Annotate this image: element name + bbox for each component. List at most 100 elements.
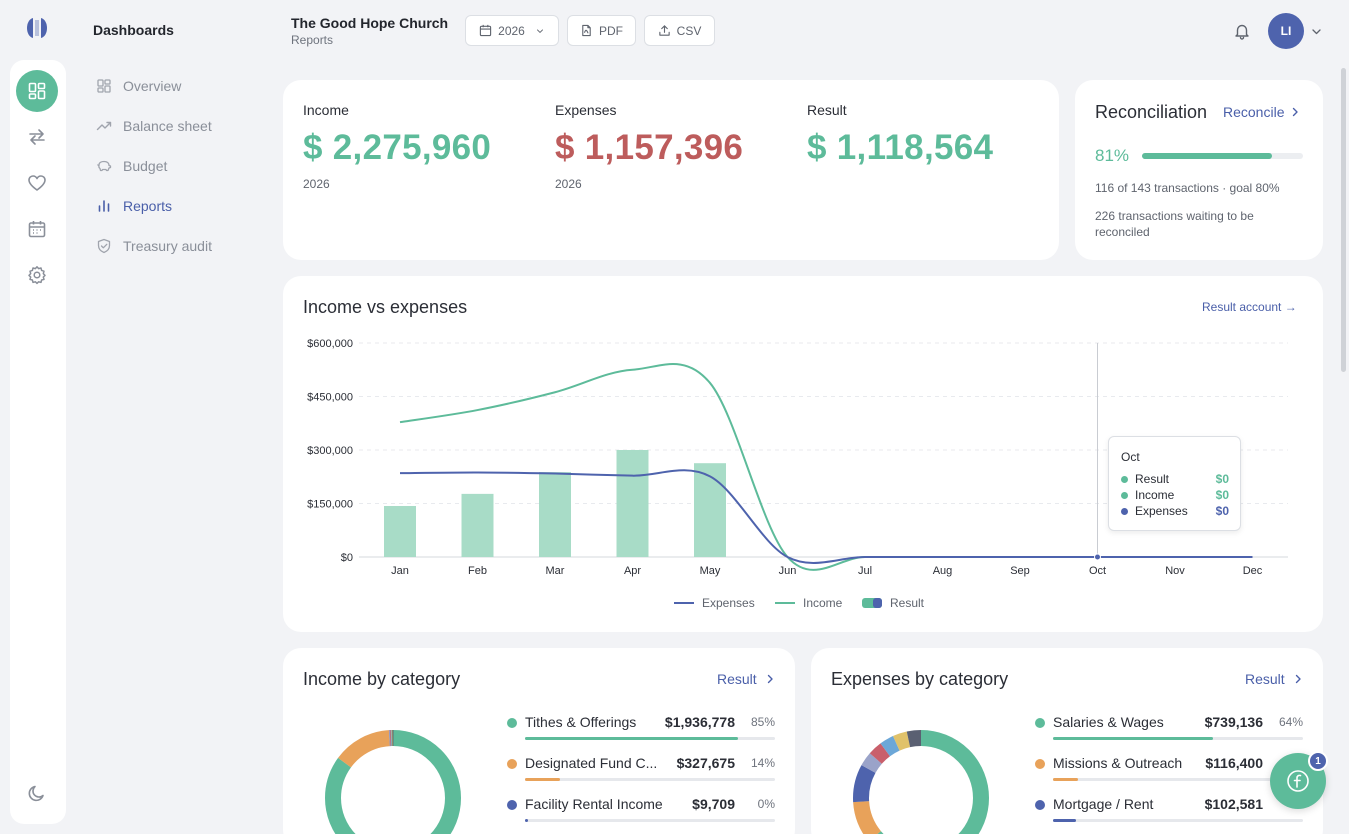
- category-row[interactable]: Facility Rental Income $9,709 0%: [507, 792, 775, 832]
- legend-label: Expenses: [702, 596, 755, 610]
- category-name: Mortgage / Rent: [1053, 796, 1154, 812]
- pdf-export-button[interactable]: PDF: [567, 15, 636, 46]
- reconciliation-percent: 81%: [1095, 146, 1130, 165]
- category-percent: 85%: [750, 715, 775, 729]
- category-color-dot: [507, 718, 517, 728]
- category-row[interactable]: Mortgage / Rent $102,581: [1035, 792, 1303, 832]
- legend-expenses[interactable]: Expenses: [674, 596, 755, 610]
- category-percent: 0%: [757, 797, 775, 811]
- reconciliation-detail: 116 of 143 transactions · goal 80%: [1095, 181, 1280, 195]
- category-name: Missions & Outreach: [1053, 755, 1183, 771]
- category-progress-fill: [525, 819, 528, 822]
- reconciliation-title: Reconciliation: [1095, 102, 1208, 122]
- organization-name: The Good Hope Church: [291, 15, 449, 31]
- sidebar-item-overview[interactable]: Overview: [96, 74, 181, 98]
- rail-calendar-button[interactable]: [16, 208, 58, 250]
- rail-settings-button[interactable]: [16, 254, 58, 296]
- result-bar[interactable]: [694, 463, 726, 557]
- tooltip-dot: [1121, 491, 1128, 499]
- line-swatch-icon: [775, 602, 795, 604]
- user-avatar[interactable]: LI: [1268, 13, 1304, 49]
- sidebar-item-label: Balance sheet: [123, 118, 212, 134]
- category-progress: [1053, 737, 1303, 740]
- dark-mode-toggle[interactable]: [16, 772, 58, 814]
- donut-segment[interactable]: [325, 730, 461, 834]
- app-logo-icon[interactable]: [22, 16, 52, 40]
- tooltip-row-value: $0: [1215, 504, 1229, 518]
- page-scrollbar[interactable]: [1341, 68, 1346, 372]
- result-bar[interactable]: [539, 472, 571, 557]
- expenses-category-title: Expenses by category: [831, 669, 1009, 689]
- category-amount: $9,709: [692, 796, 735, 812]
- legend-result[interactable]: Result: [862, 596, 924, 610]
- x-tick-label: May: [700, 565, 721, 577]
- legend-income[interactable]: Income: [775, 596, 842, 610]
- chevron-right-icon: [767, 674, 773, 684]
- result-bar[interactable]: [461, 493, 494, 557]
- result-account-link[interactable]: Result account →: [1202, 300, 1297, 314]
- tooltip-row-value: $0: [1215, 488, 1229, 502]
- shield-icon: [97, 238, 111, 254]
- y-tick-label: $150,000: [307, 499, 353, 511]
- category-name: Designated Fund C...: [525, 755, 658, 771]
- chevron-down-icon[interactable]: [1311, 26, 1322, 37]
- chevron-right-icon: [1293, 107, 1299, 117]
- tooltip-row-result: Result $0: [1121, 472, 1229, 486]
- x-tick-label: Sep: [1010, 565, 1030, 577]
- category-color-dot: [1035, 800, 1045, 810]
- sidebar-item-budget[interactable]: Budget: [96, 154, 167, 178]
- category-percent: 14%: [750, 756, 775, 770]
- result-bar[interactable]: [384, 505, 416, 557]
- income-expenses-chart: $0 $150,000 $300,000 $450,000 $600,000 Jan Feb…: [307, 338, 1288, 577]
- income-donut-chart: [325, 730, 461, 834]
- category-name: Tithes & Offerings: [525, 714, 637, 730]
- rail-dashboards-button[interactable]: [16, 70, 58, 112]
- category-row[interactable]: Missions & Outreach$116,4001: [1035, 751, 1303, 791]
- year-select[interactable]: 2026: [465, 15, 559, 46]
- y-tick-label: $450,000: [307, 392, 353, 404]
- dashboard-icon: [97, 79, 111, 93]
- sidebar-title: Dashboards: [93, 22, 174, 38]
- category-amount: $327,675: [676, 755, 735, 771]
- sidebar-item-treasury-audit[interactable]: Treasury audit: [96, 234, 212, 258]
- tooltip-row-label: Income: [1135, 488, 1175, 502]
- rail-giving-button[interactable]: [16, 162, 58, 204]
- expenses-donut-chart: [853, 730, 989, 834]
- sidebar-item-label: Overview: [123, 78, 182, 94]
- category-name: Salaries & Wages: [1053, 714, 1164, 730]
- category-progress: [1053, 778, 1303, 781]
- y-tick-label: $300,000: [307, 445, 353, 457]
- income-category-result-link[interactable]: Result: [717, 671, 775, 687]
- donut-segment[interactable]: [853, 730, 989, 834]
- x-tick-label: Nov: [1165, 565, 1185, 577]
- category-progress-fill: [1053, 819, 1076, 822]
- sidebar-item-reports[interactable]: Reports: [96, 194, 172, 218]
- category-row[interactable]: Salaries & Wages $739,136 64%: [1035, 710, 1303, 750]
- sidebar-item-label: Treasury audit: [123, 238, 212, 254]
- pdf-file-icon: [582, 24, 591, 37]
- income-year: 2026: [303, 177, 330, 191]
- notifications-bell-icon[interactable]: [1233, 22, 1251, 40]
- csv-export-button[interactable]: CSV: [644, 15, 715, 46]
- page-subtitle: Reports: [291, 33, 334, 47]
- trend-icon: [96, 121, 112, 131]
- chart-title: Income vs expenses: [303, 297, 468, 317]
- category-row[interactable]: Tithes & Offerings $1,936,778 85%: [507, 710, 775, 750]
- x-tick-label: Mar: [546, 565, 565, 577]
- reconciliation-progress: [1142, 153, 1303, 159]
- category-row[interactable]: Designated Fund C... $327,675 14%: [507, 751, 775, 791]
- result-label: Result: [807, 102, 847, 118]
- sidebar-item-balance-sheet[interactable]: Balance sheet: [96, 114, 212, 138]
- rail-transactions-button[interactable]: [16, 116, 58, 158]
- donut-segment[interactable]: [853, 730, 989, 834]
- category-color-dot: [507, 800, 517, 810]
- tooltip-month: Oct: [1121, 450, 1140, 464]
- category-color-dot: [1035, 718, 1045, 728]
- chevron-down-icon: [536, 28, 543, 33]
- result-bar[interactable]: [616, 450, 649, 557]
- expenses-category-result-link[interactable]: Result: [1245, 671, 1303, 687]
- income-value: $ 2,275,960: [303, 128, 492, 167]
- reconcile-link[interactable]: Reconcile: [1223, 104, 1300, 120]
- heart-icon: [28, 175, 46, 191]
- income-category-title: Income by category: [303, 669, 461, 689]
